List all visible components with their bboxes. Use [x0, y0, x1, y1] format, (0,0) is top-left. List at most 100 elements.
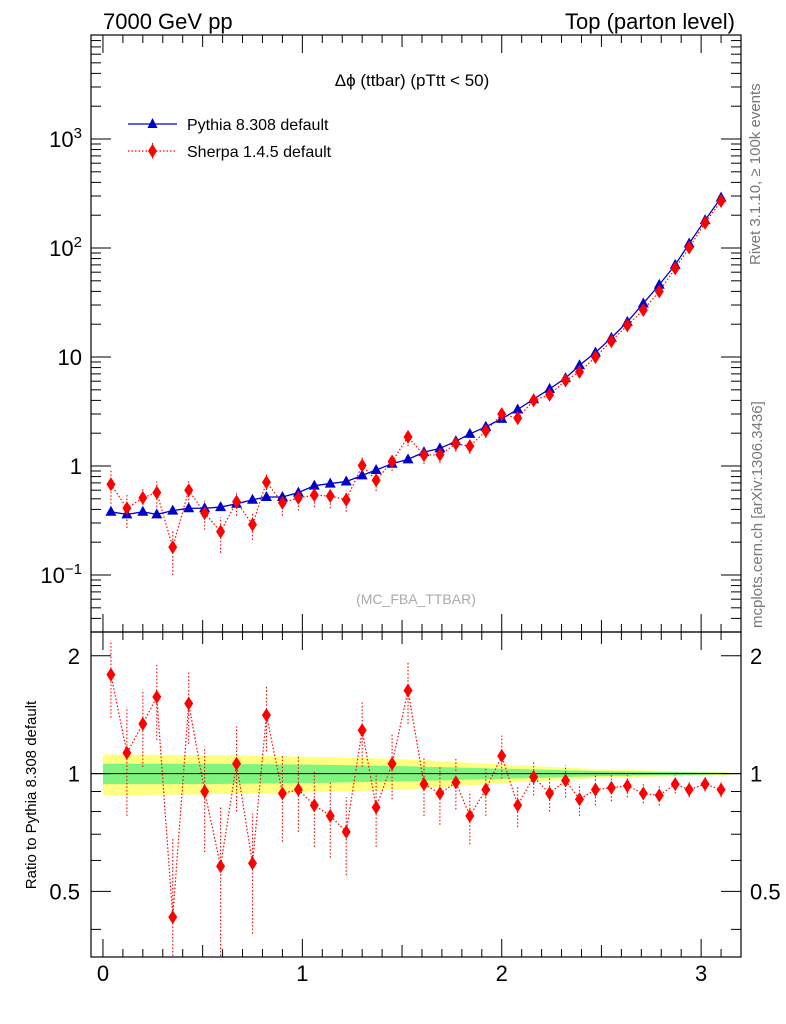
sherpa-ratio-point — [277, 786, 287, 801]
sherpa-ratio-point — [216, 859, 226, 874]
legend-label-sherpa: Sherpa 1.4.5 default — [187, 144, 332, 161]
sherpa-ratio-point — [684, 782, 694, 797]
sherpa-ratio-point — [545, 786, 555, 801]
pythia-main-point — [340, 475, 352, 486]
main-y-tick-exponent: 2 — [74, 234, 82, 251]
sherpa-ratio-point — [200, 784, 210, 799]
sherpa-ratio-point — [122, 745, 132, 760]
legend: Pythia 8.308 default Sherpa 1.4.5 defaul… — [128, 117, 332, 161]
pythia-main-point — [167, 504, 179, 515]
sherpa-main-point — [216, 524, 226, 539]
ratio-y-tick-label-left: 1 — [68, 762, 80, 787]
x-tick-label: 1 — [296, 961, 308, 986]
main-y-tick-base: 10 — [49, 236, 73, 261]
sherpa-ratio-point — [606, 780, 616, 795]
pythia-main-line — [110, 197, 722, 516]
legend-marker-sherpa — [148, 144, 157, 158]
legend-marker-pythia — [147, 118, 158, 128]
sherpa-ratio-point — [325, 808, 335, 823]
ratio-y-tick-label-right: 0.5 — [750, 879, 781, 904]
sherpa-main-point — [481, 423, 491, 438]
sherpa-main-point — [122, 501, 132, 516]
header-left: 7000 GeV pp — [103, 9, 233, 34]
x-tick-label: 3 — [695, 961, 707, 986]
sherpa-ratio-point — [341, 824, 351, 839]
pythia-main-point — [308, 479, 320, 490]
sherpa-main-point — [387, 454, 397, 469]
ratio-plot-area: 0.5 0.5 1 1 2 2 0 1 2 3 — [49, 631, 781, 986]
sherpa-ratio-point — [481, 782, 491, 797]
pythia-main-point — [573, 359, 585, 370]
sherpa-main-point — [357, 458, 367, 473]
sherpa-main-point — [371, 473, 381, 488]
sherpa-main-point — [465, 439, 475, 454]
header-right: Top (parton level) — [565, 9, 735, 34]
sherpa-ratio-point — [419, 777, 429, 792]
sherpa-ratio-point — [232, 756, 242, 771]
pythia-main-point — [137, 505, 149, 516]
sherpa-main-line — [110, 200, 722, 550]
sherpa-main-point — [574, 364, 584, 379]
sherpa-main-point — [277, 495, 287, 510]
sherpa-ratio-point — [529, 770, 539, 785]
sherpa-ratio-point — [574, 792, 584, 807]
side-label-mcplots: mcplots.cern.ch [arXiv:1306.3436] — [749, 401, 766, 628]
sherpa-main-point — [606, 334, 616, 349]
sherpa-main-point — [561, 373, 571, 388]
sherpa-ratio-point — [106, 667, 116, 682]
ratio-plot-frame — [90, 631, 742, 958]
sherpa-main-point — [200, 506, 210, 521]
sherpa-main-point — [545, 387, 555, 402]
ratio-y-tick-label-right: 1 — [750, 762, 762, 787]
main-y-tick-base: 10 — [40, 563, 64, 588]
sherpa-main-point — [138, 490, 148, 505]
sherpa-ratio-point — [622, 778, 632, 793]
sherpa-main-point — [670, 261, 680, 276]
sherpa-ratio-point — [465, 808, 475, 823]
pythia-main-point — [370, 463, 382, 474]
pythia-main-point — [324, 477, 336, 488]
sherpa-main-point — [152, 485, 162, 500]
sherpa-main-point — [529, 393, 539, 408]
sherpa-main-point — [309, 488, 319, 503]
sherpa-main-point — [403, 429, 413, 444]
pythia-main-point — [105, 505, 117, 516]
sherpa-ratio-point — [168, 910, 178, 925]
side-label-rivet: Rivet 3.1.10, ≥ 100k events — [747, 83, 764, 265]
sherpa-main-point — [232, 494, 242, 509]
sherpa-main-point — [497, 407, 507, 422]
sherpa-main-point — [106, 477, 116, 492]
sherpa-ratio-point — [654, 788, 664, 803]
x-tick-label: 2 — [496, 961, 508, 986]
sherpa-ratio-point — [309, 798, 319, 813]
sherpa-ratio-point — [497, 748, 507, 763]
main-y-tick-label: 103 — [49, 125, 82, 152]
pythia-main-point — [653, 278, 665, 289]
sherpa-ratio-point — [371, 800, 381, 815]
pythia-main-point — [215, 501, 227, 512]
sherpa-ratio-point — [716, 782, 726, 797]
sherpa-ratio-point — [451, 775, 461, 790]
pythia-main-point — [512, 403, 524, 414]
ratio-y-tick-label-left: 2 — [68, 644, 80, 669]
x-tick-label: 0 — [97, 961, 109, 986]
pythia-main-point — [356, 469, 368, 480]
main-y-tick-exponent: 3 — [74, 125, 82, 142]
sherpa-ratio-point — [357, 723, 367, 738]
sherpa-main-point — [341, 492, 351, 507]
main-y-tick-label: 102 — [49, 234, 82, 261]
watermark-label: (MC_FBA_TTBAR) — [356, 591, 476, 607]
sherpa-ratio-point — [293, 782, 303, 797]
sherpa-main-point — [654, 284, 664, 299]
sherpa-main-point — [513, 411, 523, 426]
main-plot-title: Δϕ (ttbar) (pTtt < 50) — [335, 71, 490, 90]
sherpa-main-point — [325, 489, 335, 504]
sherpa-ratio-point — [248, 856, 258, 871]
sherpa-main-point — [622, 318, 632, 333]
sherpa-main-point — [435, 447, 445, 462]
pythia-main-point — [260, 490, 272, 501]
ratio-axis-label: Ratio to Pythia 8.308 default — [23, 700, 40, 889]
sherpa-ratio-point — [638, 786, 648, 801]
pythia-main-point — [434, 442, 446, 453]
